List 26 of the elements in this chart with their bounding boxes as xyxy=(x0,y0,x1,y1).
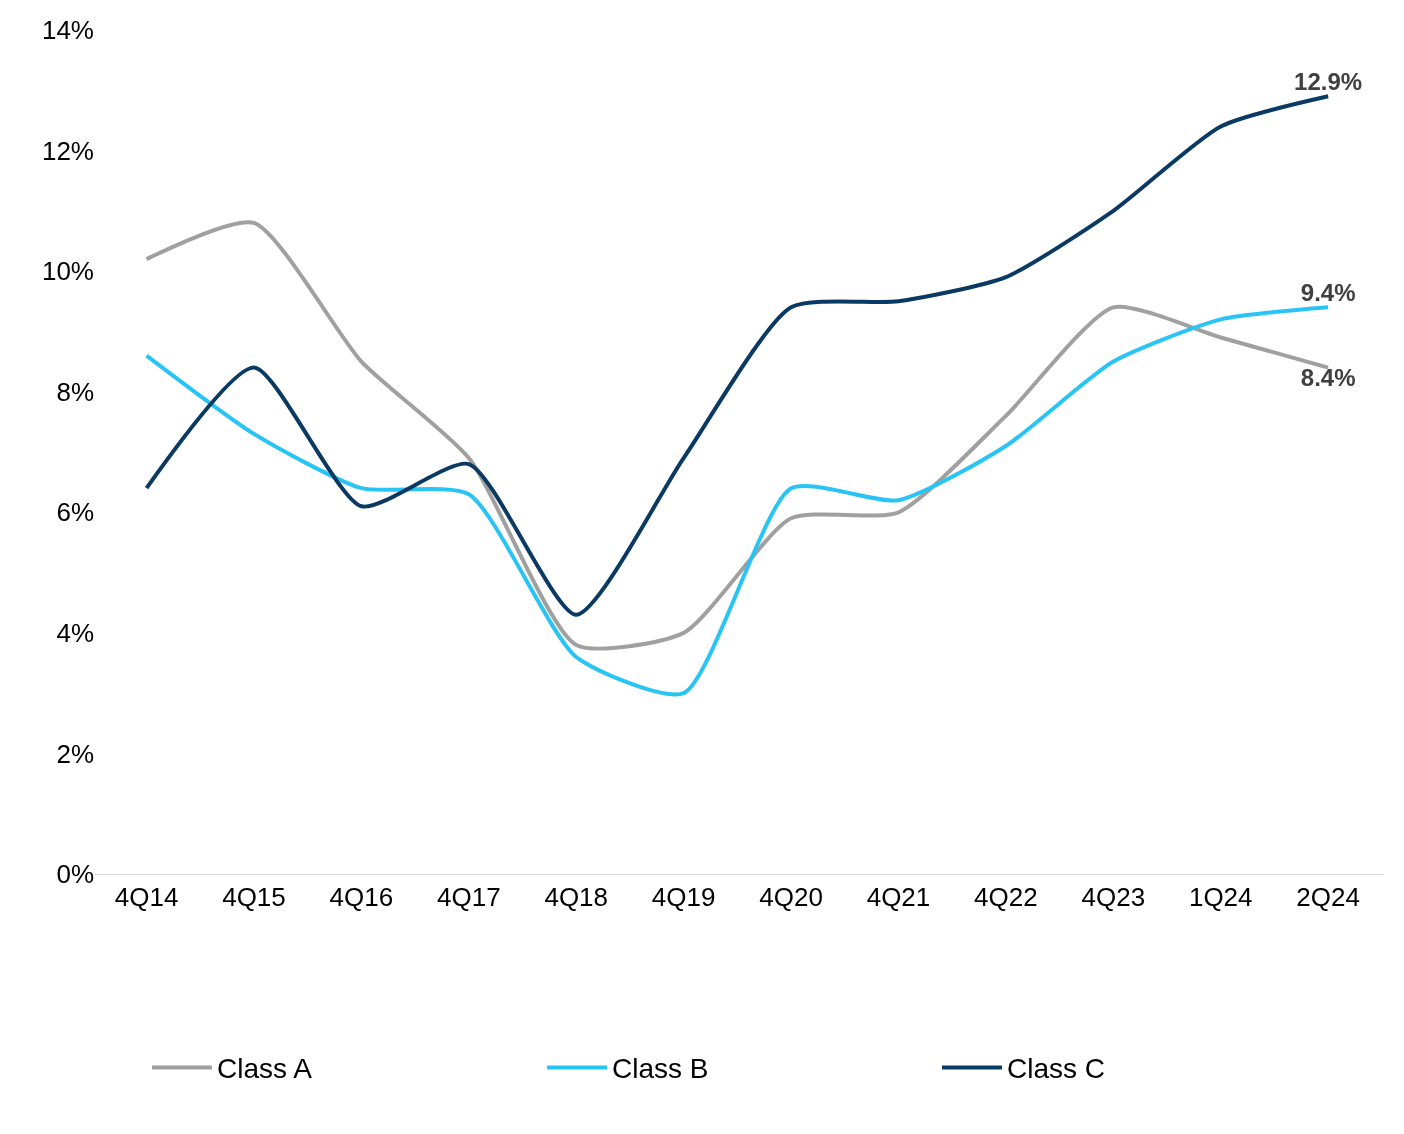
x-tick-label: 4Q21 xyxy=(866,882,931,913)
y-tick-label: 0% xyxy=(56,859,94,890)
y-tick-label: 4% xyxy=(56,617,94,648)
data-label: 8.4% xyxy=(1300,363,1356,391)
x-tick-label: 4Q15 xyxy=(222,882,286,913)
x-tick-label: 1Q24 xyxy=(1188,882,1253,913)
data-label: 12.9% xyxy=(1294,68,1363,96)
x-tick-label: 4Q16 xyxy=(329,882,394,913)
x-tick-label: 4Q19 xyxy=(651,882,716,913)
x-tick-label: 4Q23 xyxy=(1081,882,1146,913)
data-label: 9.4% xyxy=(1300,279,1356,307)
x-tick-label: 2Q24 xyxy=(1296,882,1360,913)
legend-label: Class B xyxy=(612,1053,709,1085)
x-tick-label: 4Q20 xyxy=(759,882,823,913)
x-tick-label: 4Q14 xyxy=(114,882,179,913)
y-tick-label: 14% xyxy=(41,15,94,46)
legend-label: Class C xyxy=(1007,1053,1106,1085)
x-tick-label: 4Q17 xyxy=(437,882,501,913)
y-tick-label: 2% xyxy=(56,738,94,769)
y-tick-label: 6% xyxy=(56,497,94,528)
x-tick-label: 4Q18 xyxy=(544,882,609,913)
y-tick-label: 8% xyxy=(56,376,94,407)
legend-label: Class A xyxy=(217,1053,313,1085)
y-tick-label: 12% xyxy=(41,135,94,166)
y-tick-label: 10% xyxy=(41,256,94,287)
x-tick-label: 4Q22 xyxy=(974,882,1038,913)
